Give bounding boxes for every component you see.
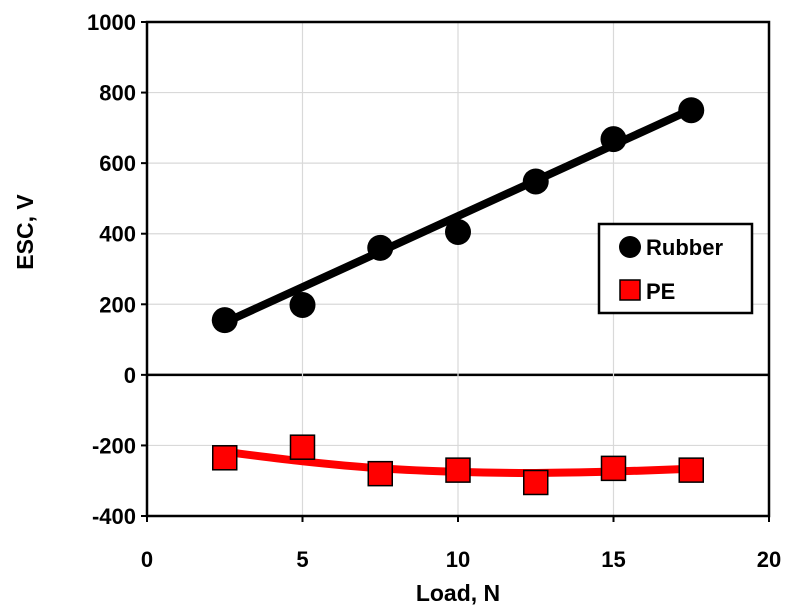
x-tick-label: 15 — [601, 547, 625, 572]
rubber-point — [445, 218, 471, 245]
legend: Rubber PE — [597, 222, 754, 315]
rubber-point — [522, 168, 549, 195]
y-tick-label: 400 — [99, 222, 136, 247]
y-tick-labels: -400 -200 0 200 400 600 800 1000 — [87, 10, 136, 529]
y-tick-label: -400 — [92, 504, 136, 529]
x-tick-label: 10 — [446, 547, 470, 572]
x-tick-label: 20 — [757, 547, 781, 572]
legend-pe-label: PE — [646, 279, 675, 304]
x-tick-label: 5 — [296, 547, 308, 572]
x-tick-labels: 0 5 10 15 20 — [141, 547, 781, 572]
x-axis-label: Load, N — [416, 580, 500, 606]
rubber-point — [211, 307, 238, 334]
pe-point — [523, 469, 549, 496]
rubber-point — [367, 234, 394, 261]
y-tick-label: 0 — [124, 363, 136, 388]
y-tick-label: 200 — [99, 292, 136, 317]
x-tick-label: 0 — [141, 547, 153, 572]
y-tick-label: -200 — [92, 433, 136, 458]
pe-point — [367, 460, 393, 487]
data-markers — [211, 97, 705, 496]
pe-point — [678, 457, 704, 483]
rubber-point — [289, 291, 316, 318]
y-axis-label: ESC, V — [12, 194, 38, 270]
legend-rubber-marker — [619, 236, 641, 258]
rubber-point — [600, 126, 627, 153]
y-tick-label: 800 — [99, 81, 136, 106]
pe-point — [445, 457, 471, 483]
legend-rubber-label: Rubber — [646, 235, 723, 260]
y-tick-label: 1000 — [87, 10, 136, 35]
legend-pe-marker — [619, 279, 641, 301]
pe-point — [600, 455, 627, 482]
plot-frame — [145, 20, 771, 518]
rubber-point — [678, 97, 705, 124]
y-tick-label: 600 — [99, 151, 136, 176]
pe-point — [289, 434, 316, 460]
pe-point — [212, 445, 238, 471]
